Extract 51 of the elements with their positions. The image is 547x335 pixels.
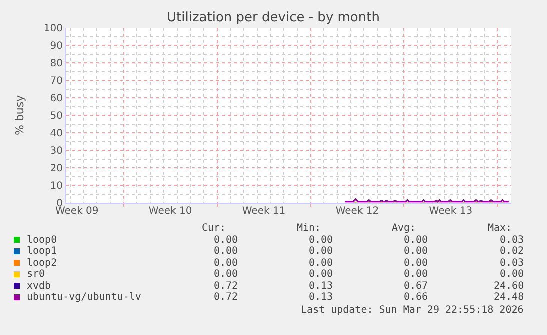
legend-label: loop0 <box>27 235 58 246</box>
text: 0.00 <box>309 269 334 280</box>
x-tick-label: Week 11 <box>242 206 286 217</box>
chart-title: Utilization per device - by month <box>167 10 380 26</box>
text: 0.00 <box>309 246 334 257</box>
text: 0.00 <box>404 246 428 257</box>
y-tick-label: 10 <box>50 181 63 192</box>
text: Avg: <box>392 223 416 234</box>
text: 0.03 <box>500 258 524 269</box>
text: 0.00 <box>214 258 238 269</box>
legend-label: sr0 <box>27 269 46 280</box>
y-tick-label: 80 <box>50 58 63 70</box>
text: 0.00 <box>309 258 334 269</box>
y-tick-label: 90 <box>50 41 63 52</box>
legend-label: ubuntu-vg/ubuntu-lv <box>27 292 142 303</box>
text: 0.13 <box>309 292 334 303</box>
y-tick-label: 100 <box>44 24 63 34</box>
text: 0.03 <box>500 235 524 246</box>
text: 0.00 <box>500 269 524 280</box>
text: 0.02 <box>500 246 524 257</box>
text: 0.13 <box>309 281 334 292</box>
text: Last update: Sun Mar 29 22:55:18 2026 <box>301 305 524 316</box>
text: 0.72 <box>214 281 238 292</box>
text: 24.60 <box>494 281 524 292</box>
x-tick-label: Week 13 <box>429 206 473 217</box>
y-tick-label: 40 <box>50 128 63 140</box>
text: Min: <box>297 223 322 234</box>
legend-label: xvdb <box>27 281 52 292</box>
legend-label: loop2 <box>27 258 58 269</box>
y-axis-title: % busy <box>14 94 26 136</box>
y-tick-label: 60 <box>50 94 63 104</box>
y-tick-label: 70 <box>50 76 63 87</box>
text: 0.66 <box>404 292 428 303</box>
text: 0.00 <box>214 269 238 280</box>
text: 0.00 <box>404 235 428 246</box>
x-tick-label: Week 12 <box>336 206 380 217</box>
text: 24.48 <box>494 292 524 303</box>
text: 0.00 <box>214 246 238 257</box>
y-tick-label: 50 <box>50 111 63 122</box>
text: 0.00 <box>309 235 334 246</box>
text: 0.67 <box>404 281 428 292</box>
text: 0.72 <box>214 292 238 303</box>
text: Max: <box>488 223 512 234</box>
y-tick-label: 20 <box>50 164 63 174</box>
x-tick-label: Week 10 <box>148 206 192 217</box>
text: 0.00 <box>404 258 428 269</box>
text: 0.00 <box>404 269 428 280</box>
y-tick-label: 30 <box>50 146 63 157</box>
legend-label: loop1 <box>27 246 58 257</box>
text: Cur: <box>202 223 226 234</box>
text: 0.00 <box>214 235 238 246</box>
